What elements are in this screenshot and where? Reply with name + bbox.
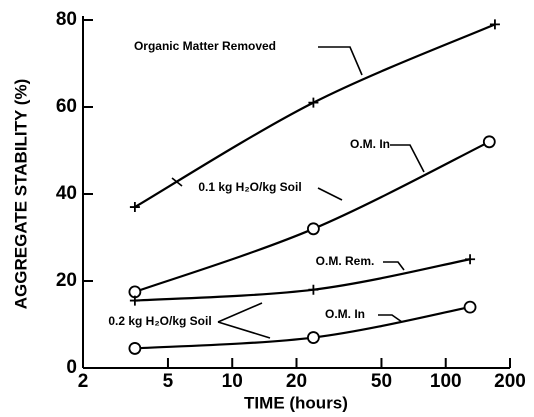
series-line	[134, 258, 471, 302]
arrow	[317, 187, 343, 201]
x-tick-label: 10	[222, 371, 243, 392]
marker	[129, 202, 140, 213]
annotation: 0.2 kg H₂O/kg Soil	[108, 314, 211, 328]
series-line	[134, 140, 490, 293]
series-label: O.M. In	[350, 137, 390, 151]
arrows	[171, 46, 425, 339]
y-tick-label: 0	[66, 357, 77, 378]
arrow	[217, 302, 263, 323]
series-label: O.M. In	[325, 307, 365, 321]
y-axis-label: AGGREGATE STABILITY (%)	[11, 79, 30, 309]
marker	[482, 135, 496, 149]
series-label: Organic Matter Removed	[134, 39, 276, 53]
y-tick-label: 20	[56, 270, 77, 291]
y-tick-label: 60	[56, 96, 77, 117]
x-axis-label: TIME (hours)	[244, 393, 348, 412]
marker	[128, 342, 142, 355]
arrow	[390, 144, 425, 173]
x-tick-label: 20	[286, 371, 307, 392]
marker	[308, 284, 319, 295]
marker	[307, 222, 320, 236]
x-tick-label: 50	[371, 371, 392, 392]
marker	[463, 300, 477, 314]
series-label: O.M. Rem.	[316, 254, 375, 268]
y-tick-label: 80	[56, 9, 77, 30]
arrow	[378, 314, 403, 323]
marker	[489, 19, 500, 30]
x-tick-label: 200	[494, 371, 526, 392]
x-tick-label: 5	[163, 371, 174, 392]
x-tick-label: 100	[430, 371, 462, 392]
arrow	[318, 46, 363, 76]
marker	[465, 254, 476, 265]
arrow	[217, 321, 271, 339]
marker	[308, 97, 319, 108]
annotation: 0.1 kg H₂O/kg Soil	[198, 180, 301, 194]
marker	[307, 331, 320, 344]
y-tick-label: 40	[56, 183, 77, 204]
marker	[129, 295, 140, 306]
arrow	[383, 261, 405, 271]
x-tick-label: 2	[78, 371, 89, 392]
